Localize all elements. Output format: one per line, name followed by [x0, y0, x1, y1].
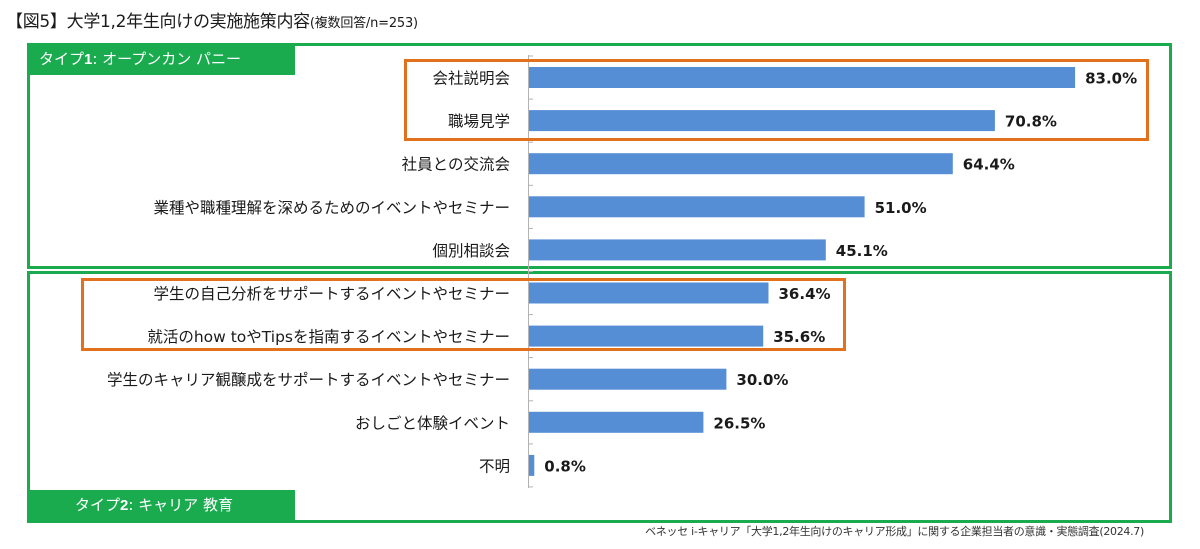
bar	[529, 325, 764, 347]
value-label: 26.5%	[713, 414, 765, 432]
group-label-type2-prefix: タイプ	[75, 496, 121, 514]
value-label: 51.0%	[875, 199, 927, 217]
bar	[529, 411, 704, 433]
value-label: 0.8%	[544, 457, 586, 475]
value-label: 35.6%	[773, 328, 825, 346]
group-label-type2-number: 2	[120, 497, 129, 514]
category-label: 学生の自己分析をサポートするイベントやセミナー	[153, 285, 510, 303]
group-box-type1	[27, 43, 1172, 269]
value-label: 30.0%	[736, 371, 788, 389]
group-label-type1-number: 1	[84, 51, 93, 68]
value-label: 36.4%	[779, 285, 831, 303]
group-label-type1-text: : オープンカン パニー	[92, 50, 242, 68]
category-label: 個別相談会	[432, 242, 510, 260]
category-label: 会社説明会	[432, 70, 510, 88]
highlight-box-top	[404, 59, 1149, 141]
category-label: おしごと体験イベント	[355, 414, 510, 432]
group-label-type2-text: : キャリア 教育	[128, 496, 233, 514]
value-label: 83.0%	[1085, 70, 1137, 88]
group-label-type2: タイプ2: キャリア 教育	[27, 490, 295, 521]
chart-title-sub: (複数回答/n=253)	[309, 16, 418, 31]
group-box-type2	[27, 271, 1172, 523]
bar	[529, 368, 727, 390]
category-label: 業種や職種理解を深めるためのイベントやセミナー	[153, 199, 510, 217]
bar	[529, 67, 1076, 88]
bar	[529, 110, 995, 132]
category-label: 職場見学	[448, 113, 510, 131]
value-label: 70.8%	[1005, 113, 1057, 131]
value-label: 45.1%	[836, 242, 888, 260]
bar	[529, 196, 865, 218]
category-label: 不明	[479, 457, 510, 475]
bar	[529, 239, 826, 261]
group-label-type1: タイプ1: オープンカン パニー	[27, 44, 295, 75]
chart-title-main: 【図5】大学1,2年生向けの実施施策内容	[6, 12, 310, 32]
category-label: 社員との交流会	[402, 156, 510, 174]
bar	[529, 153, 953, 175]
highlight-box-bottom	[81, 278, 846, 351]
group-label-type1-prefix: タイプ	[39, 50, 85, 68]
value-label: 64.4%	[963, 156, 1015, 174]
source-note: ベネッセ i-キャリア「大学1,2年生向けのキャリア形成」に関する企業担当者の意…	[645, 525, 1144, 538]
bar	[529, 454, 535, 476]
category-label: 就活のhow toやTipsを指南するイベントやセミナー	[147, 328, 510, 346]
chart-title: 【図5】大学1,2年生向けの実施施策内容(複数回答/n=253)	[6, 7, 418, 32]
category-label: 学生のキャリア観醸成をサポートするイベントやセミナー	[107, 371, 510, 389]
bar	[529, 282, 769, 304]
